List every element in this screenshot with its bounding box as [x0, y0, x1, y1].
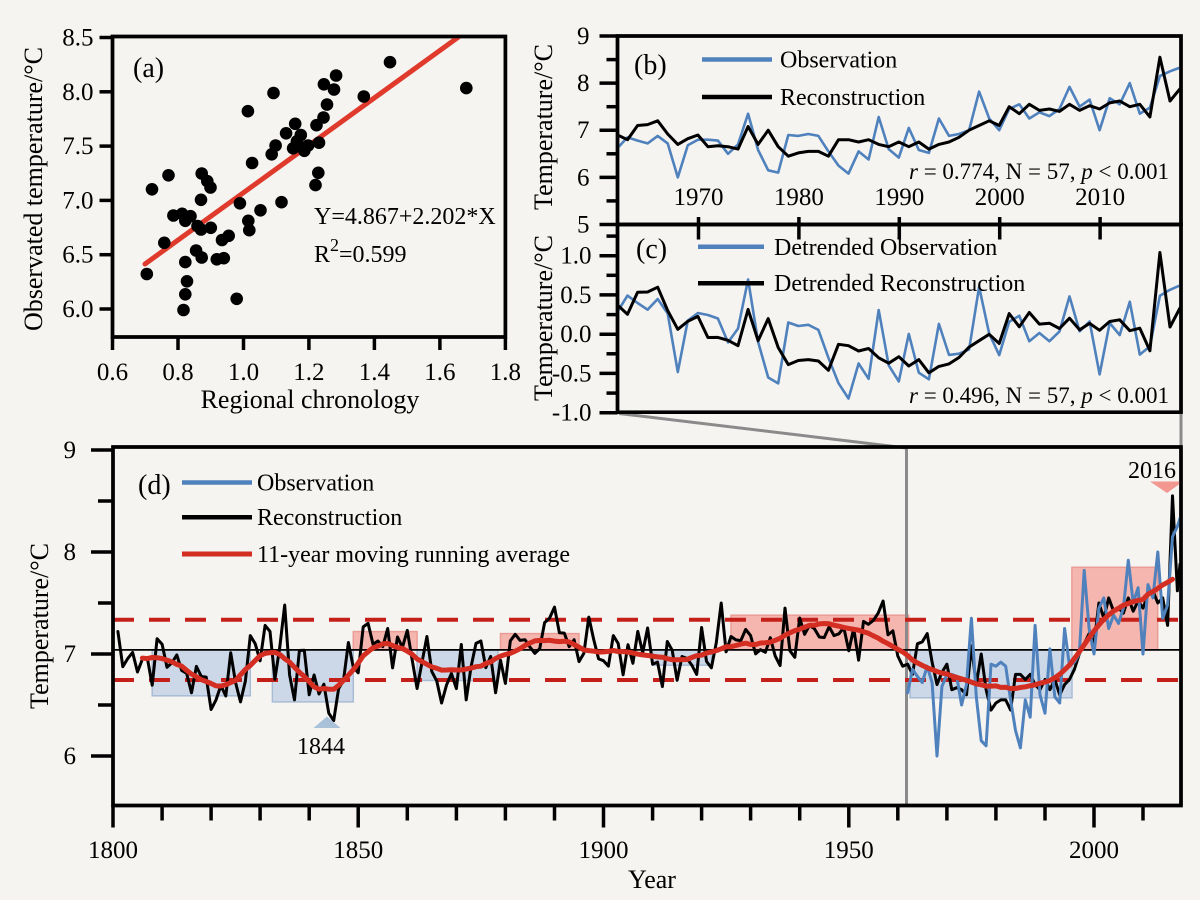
svg-text:(b): (b) [634, 50, 667, 81]
svg-text:1990: 1990 [874, 184, 924, 211]
svg-text:1980: 1980 [774, 184, 824, 211]
svg-text:0.6: 0.6 [97, 359, 128, 386]
svg-text:6: 6 [577, 164, 590, 191]
svg-text:2000: 2000 [975, 184, 1025, 211]
svg-text:6.0: 6.0 [62, 296, 93, 323]
svg-text:5: 5 [577, 212, 590, 239]
svg-text:1950: 1950 [824, 837, 874, 864]
svg-text:1844: 1844 [297, 734, 345, 760]
svg-text:(a): (a) [133, 53, 164, 84]
svg-text:1850: 1850 [333, 837, 383, 864]
svg-text:0.5: 0.5 [560, 282, 591, 309]
svg-text:9: 9 [577, 23, 590, 50]
svg-text:Temperature/°C: Temperature/°C [25, 543, 54, 709]
svg-text:Year: Year [628, 865, 676, 894]
svg-text:1900: 1900 [579, 837, 629, 864]
svg-text:Regional chronology: Regional chronology [201, 385, 420, 414]
svg-text:-1.0: -1.0 [552, 400, 592, 427]
svg-text:1.4: 1.4 [359, 359, 391, 386]
svg-text:Observation: Observation [257, 471, 374, 497]
svg-text:7.5: 7.5 [62, 133, 93, 160]
svg-text:8.0: 8.0 [62, 79, 93, 106]
svg-text:-0.5: -0.5 [552, 360, 592, 387]
svg-text:2000: 2000 [1069, 837, 1119, 864]
svg-text:9: 9 [64, 437, 77, 464]
svg-text:Detrended Observation: Detrended Observation [774, 235, 997, 261]
svg-text:8: 8 [64, 539, 77, 566]
svg-text:R2=0.599: R2=0.599 [314, 235, 407, 268]
svg-text:Reconstruction: Reconstruction [257, 505, 402, 531]
svg-text:7.0: 7.0 [62, 187, 93, 214]
svg-text:Observation: Observation [780, 48, 897, 74]
svg-text:11-year moving running average: 11-year moving running average [257, 542, 570, 568]
svg-text:Y=4.867+2.202*X: Y=4.867+2.202*X [314, 204, 496, 230]
svg-text:8.5: 8.5 [62, 25, 93, 52]
svg-text:6.5: 6.5 [62, 242, 93, 269]
svg-text:0.8: 0.8 [162, 359, 193, 386]
svg-text:8: 8 [577, 70, 590, 97]
svg-text:1970: 1970 [674, 184, 724, 211]
svg-text:1.0: 1.0 [560, 243, 591, 270]
svg-text:Detrended Reconstruction: Detrended Reconstruction [774, 271, 1025, 297]
svg-text:6: 6 [64, 743, 77, 770]
svg-text:Temperature/°C: Temperature/°C [529, 44, 558, 210]
svg-text:1.2: 1.2 [293, 359, 324, 386]
svg-text:Observated temperature/°C: Observated temperature/°C [19, 47, 48, 331]
svg-text:1.6: 1.6 [424, 359, 455, 386]
svg-text:r = 0.774, N = 57, p < 0.001: r = 0.774, N = 57, p < 0.001 [909, 159, 1169, 184]
svg-text:(c): (c) [636, 234, 667, 265]
svg-text:1.8: 1.8 [490, 359, 521, 386]
svg-text:Temperature/°C: Temperature/°C [529, 235, 558, 401]
svg-text:7: 7 [577, 117, 590, 144]
svg-text:1800: 1800 [88, 837, 138, 864]
svg-text:1.0: 1.0 [228, 359, 259, 386]
svg-text:2016: 2016 [1128, 458, 1176, 484]
svg-text:(d): (d) [138, 470, 171, 501]
svg-text:Reconstruction: Reconstruction [780, 85, 925, 111]
svg-text:r = 0.496, N = 57, p < 0.001: r = 0.496, N = 57, p < 0.001 [909, 383, 1169, 408]
svg-text:2010: 2010 [1075, 184, 1125, 211]
svg-text:7: 7 [64, 641, 77, 668]
svg-text:0.0: 0.0 [560, 321, 591, 348]
